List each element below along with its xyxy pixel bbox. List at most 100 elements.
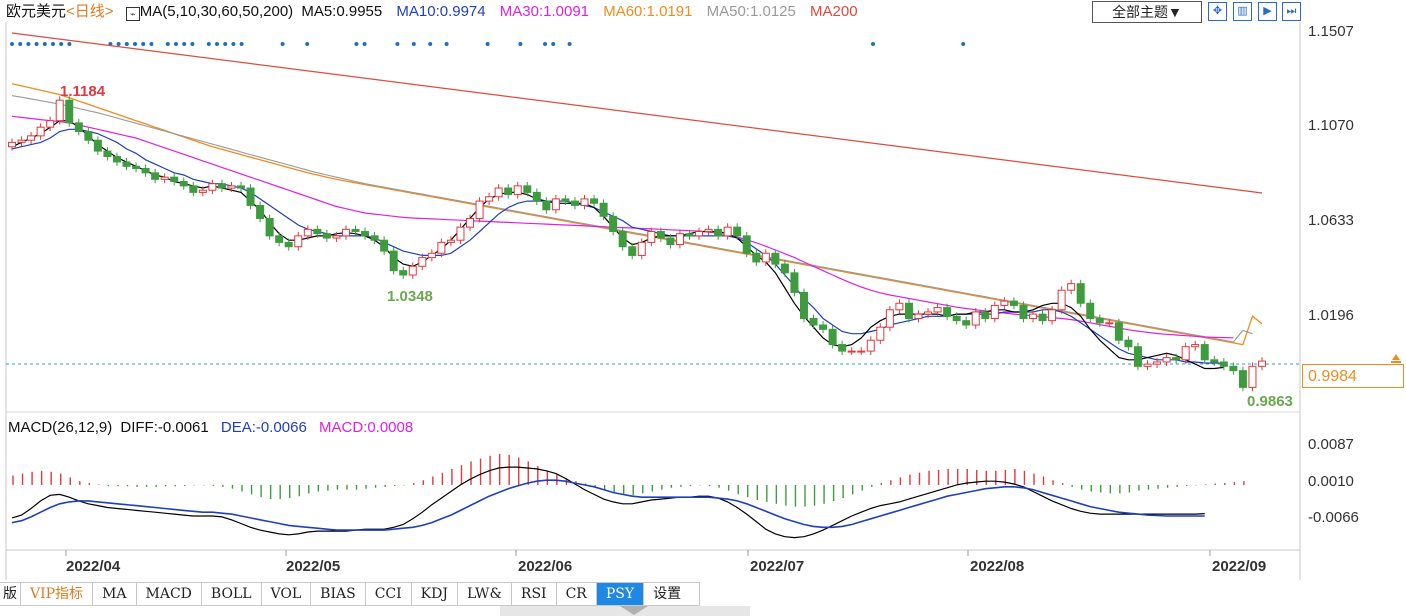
candle-body (1057, 289, 1066, 311)
candle-body (399, 270, 408, 276)
signal-dot (518, 42, 523, 46)
candle-body (504, 187, 513, 196)
tab-ma[interactable]: MA (93, 582, 137, 606)
candle-body (1229, 365, 1238, 372)
candle-body (141, 167, 150, 174)
signal-dot (231, 42, 236, 46)
price-tick: 1.0633 (1308, 212, 1354, 229)
diff-line (11, 466, 1205, 539)
candle-body (981, 311, 990, 319)
candle-body (1095, 317, 1104, 324)
ma-toggle-icon[interactable]: ⌁ (125, 7, 140, 21)
candle-body (275, 235, 284, 243)
signal-dot (174, 42, 178, 46)
tab-psy[interactable]: PSY (596, 582, 645, 606)
candle-body (752, 252, 761, 263)
current-price-tag: 0.9984 (1302, 364, 1404, 388)
candle-body (1076, 283, 1085, 304)
candle-body (685, 233, 694, 237)
date-label: 2022/07 (750, 558, 804, 575)
ma30-line (11, 115, 1234, 339)
tab-layout[interactable]: 版 (0, 582, 21, 606)
candle-body (112, 156, 121, 163)
tab-settings[interactable]: 设置 (644, 582, 701, 606)
tab-kdj[interactable]: KDJ (411, 582, 458, 606)
tab-lw[interactable]: LW& (457, 582, 512, 606)
signal-dot (26, 42, 31, 46)
candle-body (1248, 365, 1257, 388)
candle-body (513, 185, 522, 196)
signal-dot (141, 42, 146, 46)
candle-body (943, 307, 952, 317)
play-icon[interactable]: ▶ (1258, 2, 1277, 21)
candle-body (1210, 359, 1219, 363)
candle-body (27, 135, 36, 141)
price-tick: 1.0196 (1308, 307, 1354, 324)
candle-body (723, 226, 732, 237)
candle-body (494, 187, 503, 198)
date-label: 2022/08 (970, 558, 1024, 575)
candle-body (351, 228, 360, 233)
candle-body (93, 139, 102, 152)
candle-body (341, 228, 350, 237)
macd-tick: 0.0010 (1308, 473, 1354, 490)
tab-vip[interactable]: VIP指标 (21, 582, 94, 606)
candle-body (542, 200, 551, 211)
split-icon[interactable]: ▥ (1233, 2, 1252, 21)
expand-icon[interactable]: ✥ (1208, 2, 1227, 21)
candle-body (17, 139, 26, 143)
tab-bias[interactable]: BIAS (311, 582, 366, 606)
scroll-arrow-icon[interactable] (620, 606, 648, 615)
signal-dot (206, 42, 211, 46)
signal-dot (223, 42, 228, 46)
candle-body (895, 302, 904, 311)
theme-dropdown-button[interactable]: 全部主题▼ (1092, 1, 1202, 23)
candle-body (179, 181, 188, 187)
candle-body (704, 228, 713, 233)
candle-body (618, 231, 627, 248)
candle-body (551, 198, 560, 211)
ma5-value: MA5:0.9955 (301, 3, 383, 20)
signal-dot (59, 42, 64, 46)
candle-body (208, 183, 217, 191)
candle-body (1162, 357, 1171, 363)
chart-header: 欧元美元<日线> ⌁ MA(5,10,30,60,50,200) MA5:0.99… (6, 2, 858, 22)
signal-dot (871, 42, 875, 46)
ma60-value: MA60:1.0191 (603, 3, 693, 20)
candle-body (151, 172, 160, 180)
candle-body (1000, 300, 1009, 306)
ma200-value: MA200 (810, 3, 858, 20)
candle-body (485, 196, 494, 202)
high-annotation: 1.1184 (60, 83, 106, 100)
candle-body (971, 311, 980, 326)
tab-vol[interactable]: VOL (261, 582, 312, 606)
tab-cci[interactable]: CCI (365, 582, 412, 606)
tab-boll[interactable]: BOLL (201, 582, 262, 606)
signal-dot (42, 42, 47, 46)
candles-group (8, 96, 1266, 392)
tab-macd[interactable]: MACD (136, 582, 202, 606)
tab-rsi[interactable]: RSI (511, 582, 557, 606)
candle-body (170, 176, 179, 183)
candle-body (1105, 322, 1114, 325)
candle-body (647, 231, 656, 243)
macd-group (11, 453, 1245, 539)
signal-dot (961, 42, 966, 46)
candle-body (36, 126, 45, 137)
candle-body (1200, 344, 1209, 361)
tab-cr[interactable]: CR (556, 582, 597, 606)
candle-body (1124, 339, 1133, 348)
candle-body (590, 198, 599, 204)
period-selector[interactable]: <日线> (66, 3, 114, 20)
next-icon[interactable]: ⏭ (1282, 2, 1301, 21)
candle-body (227, 185, 236, 189)
signal-dot (190, 42, 195, 46)
macd-title: MACD(26,12,9) (8, 419, 113, 436)
candle-body (609, 215, 618, 233)
candle-body (237, 185, 246, 189)
candle-body (924, 311, 933, 315)
signal-dot (543, 42, 547, 46)
low-annotation: 1.0348 (387, 288, 433, 305)
candle-body (933, 307, 942, 313)
